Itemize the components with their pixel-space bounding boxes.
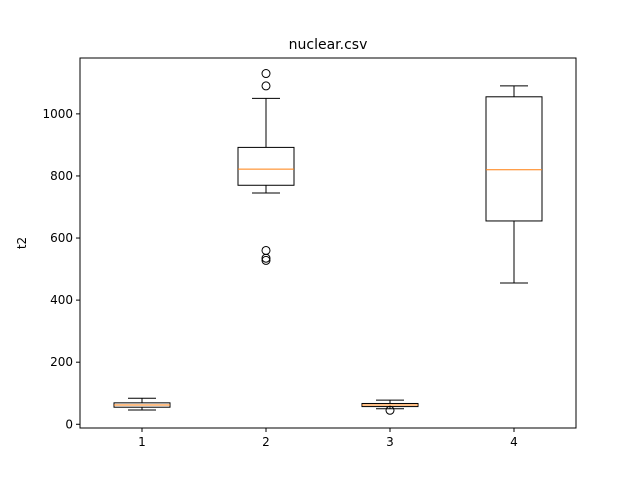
- x-tick-label: 4: [510, 435, 518, 449]
- y-tick-label: 0: [65, 417, 73, 431]
- box-iqr: [237, 146, 295, 186]
- outlier-point: [261, 245, 271, 255]
- chart-title: nuclear.csv: [289, 37, 368, 53]
- outlier-point: [261, 69, 271, 79]
- y-tick-label: 1000: [42, 107, 73, 121]
- box-group-2: [237, 69, 295, 265]
- box-group-4: [485, 85, 543, 284]
- plot-frame: [79, 57, 577, 429]
- outlier-point: [385, 405, 395, 415]
- x-tick-label: 3: [386, 435, 394, 449]
- y-tick-label: 400: [50, 293, 73, 307]
- y-tick-label: 800: [50, 169, 73, 183]
- y-axis-label: t2: [15, 237, 29, 249]
- outlier-point: [261, 255, 271, 265]
- outlier-point: [261, 81, 271, 91]
- x-tick-label: 1: [138, 435, 146, 449]
- y-tick-label: 200: [50, 355, 73, 369]
- box-iqr: [485, 96, 543, 222]
- box-group-3: [361, 399, 419, 415]
- x-tick-label: 2: [262, 435, 270, 449]
- box-group-1: [113, 397, 171, 411]
- y-tick-label: 600: [50, 231, 73, 245]
- outlier-point: [261, 253, 271, 263]
- plot-area: [113, 69, 543, 415]
